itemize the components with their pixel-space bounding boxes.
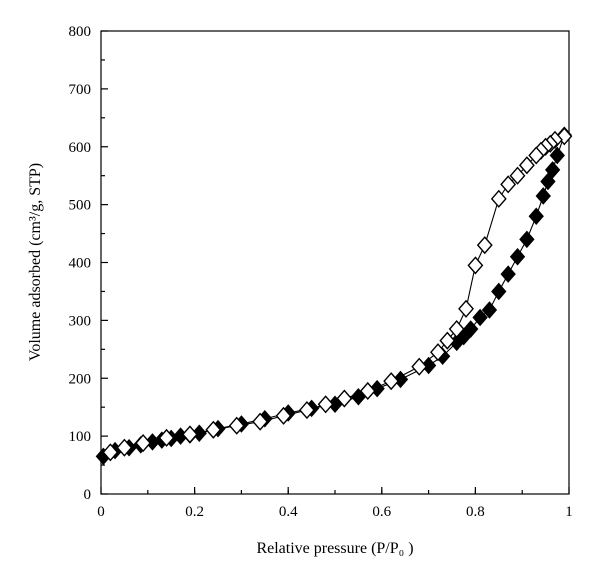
open-diamond-point [317,395,334,414]
filled-diamond-point [535,187,551,205]
open-diamond-point [528,146,545,165]
plot-area [95,126,573,466]
open-diamond-point [102,443,119,462]
filled-diamond-point [549,146,565,165]
filled-diamond-point [544,161,561,179]
open-diamond-point [116,438,133,457]
y-tick-label: 600 [69,140,92,156]
filled-diamond-point [491,282,507,301]
filled-diamond-point [540,172,556,191]
y-tick-label: 100 [69,429,92,445]
open-diamond-point [467,256,484,275]
plot-frame [100,30,570,495]
open-diamond-point [181,425,198,444]
filled-diamond-point [191,424,207,442]
y-tick-label: 800 [69,24,92,40]
y-axis-label: Volume adsorbed (cm³/g, STP) [27,163,44,361]
x-tick-label: 1 [565,504,573,520]
filled-diamond-point [463,320,479,338]
y-tick-label: 200 [69,371,92,387]
axes: 0 0.2 0.4 0.6 0.8 1 0 100 200 300 400 500 600 700 800 [69,24,573,520]
filled-diamond-point [392,370,409,389]
open-diamond-point [518,156,535,175]
open-diamond-point [298,401,315,420]
open-diamond-point [476,236,493,255]
open-diamond-point [205,420,222,439]
open-diamond-point [336,389,353,408]
open-diamond-point [383,372,400,391]
open-diamond-point [158,428,175,447]
adsorption-series [95,126,572,466]
filled-diamond-point [528,207,544,225]
y-tick-label: 400 [69,256,92,272]
open-diamond-point [439,331,456,350]
open-diamond-point [135,434,152,453]
y-tick-label: 0 [84,487,92,503]
open-diamond-point [359,381,376,401]
open-diamond-point [252,412,269,431]
open-diamond-point [275,406,292,425]
open-diamond-point [509,166,526,185]
open-diamond-point [490,189,507,208]
open-diamond-point [430,343,446,362]
y-tick-label: 700 [69,82,92,98]
filled-diamond-point [369,379,385,398]
filled-diamond-point [519,230,535,249]
filled-diamond-point [509,247,526,266]
open-diamond-point [411,357,428,376]
open-diamond-point [448,319,465,339]
x-tick-label: 0 [97,504,105,520]
x-axis-label: Relative pressure (P/P₀ ) [256,540,413,557]
x-tick-label: 0.8 [466,504,485,520]
filled-diamond-point [481,301,498,319]
open-diamond-point [228,416,245,435]
open-diamond-point [458,299,474,318]
open-diamond-point [556,127,573,146]
desorption-series [102,127,573,462]
filled-diamond-point [472,308,488,327]
y-tick-label: 300 [69,313,92,329]
x-tick-label: 0.2 [185,504,204,520]
x-tick-label: 0.4 [279,504,298,520]
x-tick-label: 0.6 [372,504,391,520]
y-tick-label: 500 [69,198,92,214]
open-diamond-point [500,175,517,194]
filled-diamond-point [500,265,516,283]
